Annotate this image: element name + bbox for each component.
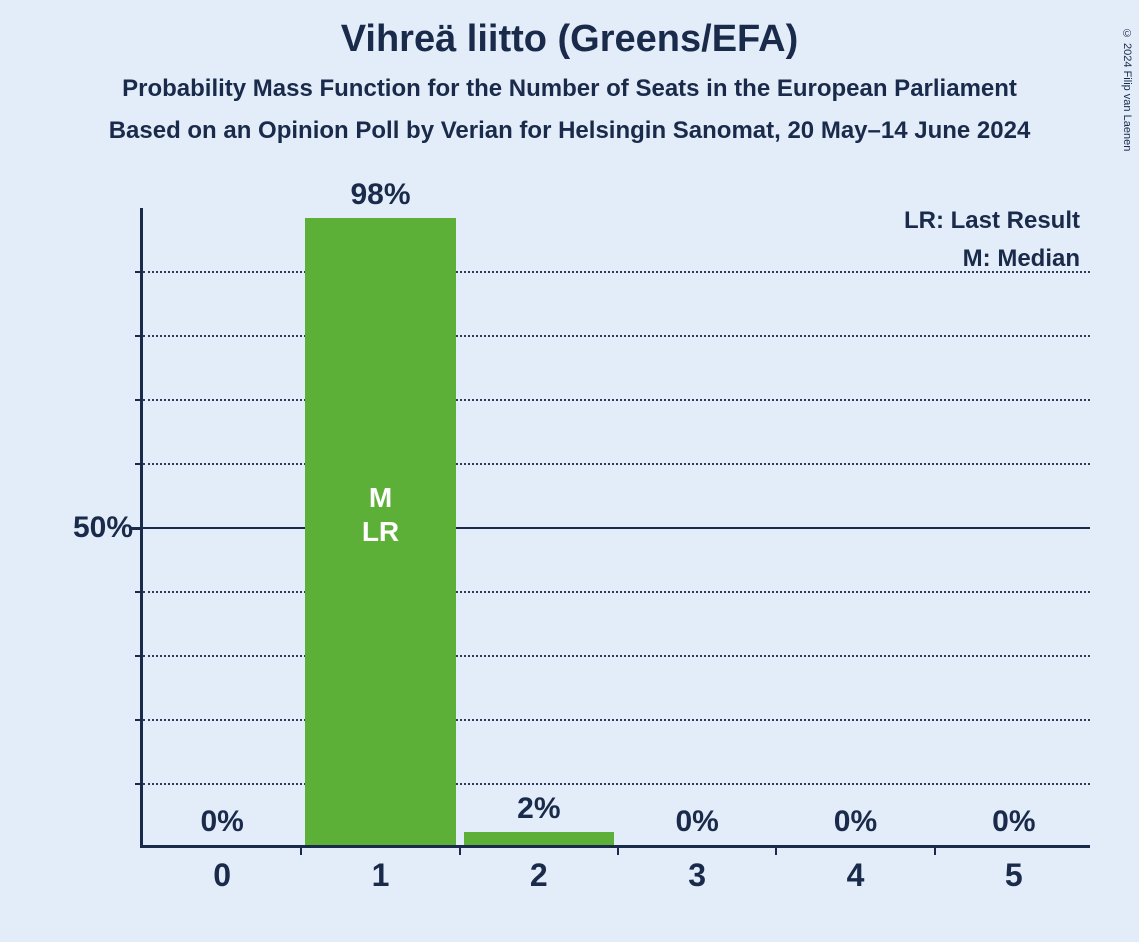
chart-container: LR: Last Result M: Median 50%0123450%98%… (50, 198, 1110, 898)
copyright-text: © 2024 Filip van Laenen (1121, 28, 1133, 151)
bar-value-label: 98% (305, 178, 455, 212)
gridline-minor (143, 271, 1090, 273)
x-axis-label: 4 (847, 857, 865, 894)
bar-value-label: 0% (147, 805, 297, 839)
x-tick-mark (934, 845, 936, 855)
y-minor-tick (135, 271, 143, 273)
gridline-minor (143, 335, 1090, 337)
y-minor-tick (135, 399, 143, 401)
y-minor-tick (135, 335, 143, 337)
y-minor-tick (135, 719, 143, 721)
x-axis-label: 5 (1005, 857, 1023, 894)
chart-title: Vihreä liitto (Greens/EFA) (0, 18, 1139, 61)
bar: 2% (464, 832, 614, 845)
bar-value-label: 0% (939, 805, 1089, 839)
y-minor-tick (135, 783, 143, 785)
bar-value-label: 0% (780, 805, 930, 839)
x-tick-mark (775, 845, 777, 855)
plot-area: LR: Last Result M: Median 50%0123450%98%… (140, 208, 1090, 848)
x-axis-label: 2 (530, 857, 548, 894)
legend-m: M: Median (904, 240, 1080, 278)
x-axis-label: 3 (688, 857, 706, 894)
chart-subtitle-2: Based on an Opinion Poll by Verian for H… (0, 117, 1139, 145)
x-axis-label: 0 (213, 857, 231, 894)
bar: 98%MLR (305, 218, 455, 845)
gridline-minor (143, 655, 1090, 657)
gridline-minor (143, 719, 1090, 721)
chart-subtitle: Probability Mass Function for the Number… (0, 75, 1139, 103)
gridline-minor (143, 591, 1090, 593)
gridline-minor (143, 399, 1090, 401)
x-tick-mark (300, 845, 302, 855)
x-axis-label: 1 (372, 857, 390, 894)
legend-lr: LR: Last Result (904, 202, 1080, 240)
gridline-major (143, 527, 1090, 529)
bar-value-label: 2% (464, 792, 614, 826)
x-tick-mark (617, 845, 619, 855)
gridline-minor (143, 463, 1090, 465)
legend: LR: Last Result M: Median (904, 202, 1080, 279)
y-minor-tick (135, 463, 143, 465)
gridline-minor (143, 783, 1090, 785)
y-minor-tick (135, 591, 143, 593)
x-tick-mark (459, 845, 461, 855)
y-minor-tick (135, 655, 143, 657)
bar-value-label: 0% (622, 805, 772, 839)
bar-marker-label: MLR (305, 481, 455, 548)
y-axis-label: 50% (53, 511, 133, 545)
